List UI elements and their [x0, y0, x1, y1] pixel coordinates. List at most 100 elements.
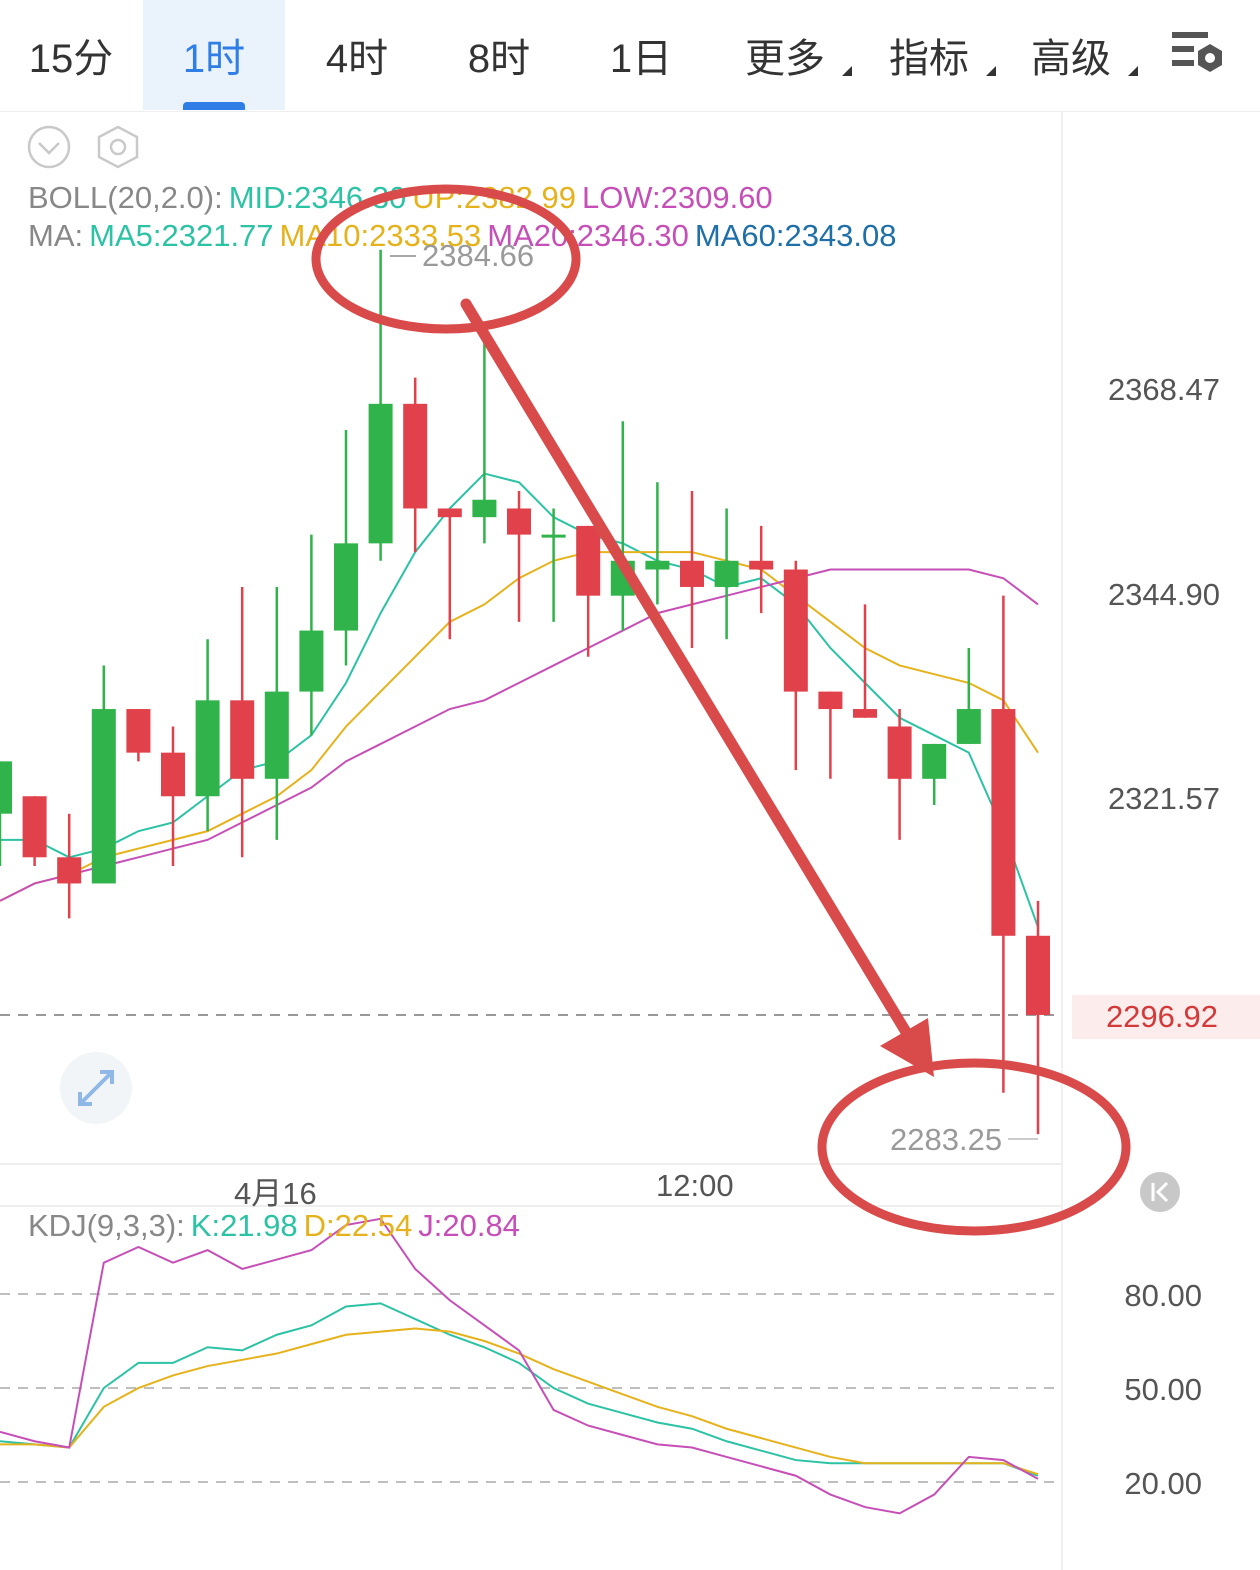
- kdj-axis-label: 20.00: [1124, 1466, 1202, 1501]
- candle-body: [0, 761, 12, 814]
- expand-icon[interactable]: [60, 1052, 132, 1124]
- tab-1h[interactable]: 1时: [143, 0, 285, 110]
- tab-indicators[interactable]: 指标: [858, 0, 1000, 110]
- chart-settings-icon[interactable]: [1168, 28, 1230, 80]
- candle-body: [195, 700, 220, 797]
- candle: [853, 604, 877, 718]
- candle: [714, 508, 739, 640]
- candle: [645, 482, 670, 605]
- candle-body: [22, 796, 47, 858]
- candle: [541, 508, 566, 622]
- low-price-label: 2283.25: [890, 1122, 1003, 1157]
- candle-body: [645, 560, 670, 570]
- timeframe-toolbar: 15分 1时 4时 8时 1日 更多 指标 高级: [0, 0, 1260, 112]
- candle-body: [368, 403, 393, 544]
- candle-body: [714, 560, 739, 587]
- high-price-label: 2384.66: [422, 238, 535, 273]
- candle: [334, 429, 358, 666]
- hexagon-settings-icon[interactable]: [94, 124, 142, 170]
- tab-more[interactable]: 更多: [714, 0, 856, 110]
- candle: [126, 709, 151, 762]
- candle: [161, 726, 185, 867]
- price-chart: [0, 112, 1180, 1570]
- tab-label: 1日: [609, 37, 673, 81]
- candle-body: [472, 499, 497, 518]
- kdj-k: K:21.98: [190, 1208, 298, 1243]
- dropdown-triangle-icon: [842, 66, 852, 76]
- candle: [783, 560, 808, 771]
- ma60-value: MA60:2343.08: [694, 218, 897, 253]
- toolbar-divider: [0, 111, 1260, 112]
- collapse-chevron-icon[interactable]: [26, 124, 72, 170]
- kdj-d: D:22.54: [303, 1208, 413, 1243]
- candle: [991, 595, 1016, 1093]
- candle-body: [818, 691, 843, 710]
- tab-15min[interactable]: 15分: [0, 0, 142, 110]
- high-price-tick: [390, 255, 416, 257]
- current-price-label: 2296.92: [1072, 995, 1260, 1039]
- scroll-to-latest-icon[interactable]: [1140, 1172, 1180, 1212]
- candle: [403, 377, 428, 553]
- candle: [610, 421, 635, 631]
- candle: [264, 586, 289, 840]
- candle: [507, 491, 531, 622]
- tab-label: 1时: [182, 37, 246, 81]
- candle-body: [749, 560, 774, 570]
- candle: [1026, 900, 1050, 1135]
- time-axis-label: 12:00: [656, 1168, 734, 1203]
- ma20-value: MA20:2346.30: [487, 218, 689, 253]
- tab-advanced[interactable]: 高级: [1000, 0, 1142, 110]
- candle: [230, 586, 255, 858]
- candle-body: [576, 525, 601, 596]
- candle-body: [541, 534, 566, 538]
- dropdown-triangle-icon: [986, 66, 996, 76]
- candle-body: [853, 709, 877, 718]
- tab-8h[interactable]: 8时: [428, 0, 570, 110]
- candle: [680, 491, 704, 648]
- candle-body: [161, 752, 185, 797]
- candle: [22, 796, 47, 867]
- candle-body: [922, 743, 947, 779]
- ma-legend: MA: MA5:2321.77 MA10:2333.53 MA20:2346.30 MA…: [28, 218, 903, 254]
- price-axis-label: 2321.57: [1107, 781, 1220, 816]
- candle: [576, 525, 601, 657]
- kdj-axis-label: 80.00: [1124, 1278, 1202, 1313]
- kdj-legend: KDJ(9,3,3): K:21.98 D:22.54 J:20.84: [28, 1208, 526, 1244]
- tab-label: 4时: [325, 37, 389, 81]
- annotation-overlay: [311, 184, 1131, 1236]
- candle: [922, 743, 947, 805]
- ma-prefix: MA:: [28, 218, 84, 253]
- boll-low: LOW:2309.60: [581, 180, 773, 215]
- kdj-lines: [0, 1217, 1039, 1515]
- tab-4h[interactable]: 4时: [286, 0, 428, 110]
- tab-label: 高级: [1031, 37, 1111, 81]
- candle: [0, 761, 12, 867]
- candle-body: [680, 560, 704, 587]
- kdj-j: J:20.84: [418, 1208, 520, 1243]
- candle-body: [1026, 935, 1050, 1015]
- candle: [749, 525, 774, 614]
- candle: [91, 665, 116, 884]
- kdj-line-j: [0, 1217, 1039, 1515]
- dropdown-triangle-icon: [1128, 66, 1138, 76]
- candles: [0, 249, 1050, 1135]
- tab-label: 15分: [28, 37, 114, 81]
- kdj-axis-label: 50.00: [1124, 1372, 1202, 1407]
- down-arrow-head: [880, 1018, 934, 1077]
- candle-body: [264, 691, 289, 779]
- price-axis-label: 2344.90: [1107, 577, 1220, 612]
- low-price-tick: [1008, 1138, 1038, 1140]
- candle-body: [230, 700, 255, 779]
- tab-label: 8时: [467, 37, 531, 81]
- candle: [956, 647, 981, 744]
- price-axis-label: 2368.47: [1107, 372, 1220, 407]
- candle-body: [887, 726, 912, 779]
- candle-body: [334, 543, 358, 631]
- kdj-line-d: [0, 1327, 1039, 1476]
- tab-label: 指标: [889, 37, 969, 81]
- time-axis-label: 4月16: [234, 1176, 317, 1211]
- low-circle: [817, 1058, 1131, 1236]
- tab-1d[interactable]: 1日: [570, 0, 712, 110]
- candle-body: [783, 569, 808, 692]
- candle-body: [91, 709, 116, 884]
